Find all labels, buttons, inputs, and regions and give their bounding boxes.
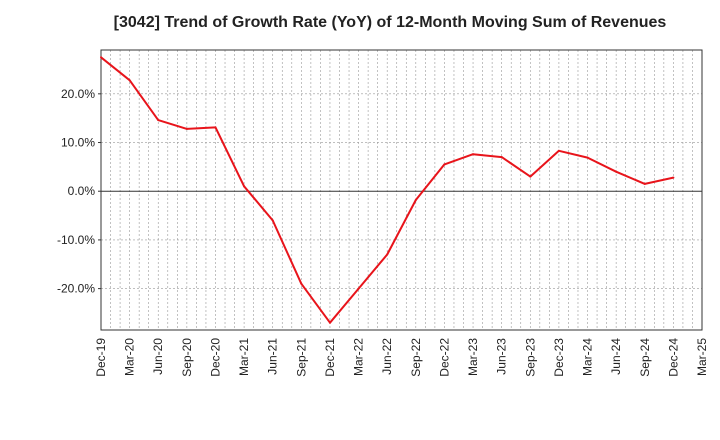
x-tick-label: Sep-20 <box>180 338 194 377</box>
x-tick-label: Jun-21 <box>266 338 280 375</box>
x-tick-label: Dec-21 <box>323 338 337 377</box>
y-tick-label: -10.0% <box>57 233 95 247</box>
y-tick-label: -20.0% <box>57 282 95 296</box>
data-point <box>386 253 389 256</box>
x-tick-label: Jun-24 <box>609 338 623 375</box>
y-tick-label: 0.0% <box>68 184 96 198</box>
data-point <box>414 198 417 201</box>
x-tick-label: Mar-24 <box>581 338 595 376</box>
plot-frame <box>100 49 703 331</box>
data-point <box>214 126 217 129</box>
data-point <box>128 79 131 82</box>
data-point <box>529 175 532 178</box>
data-point <box>557 149 560 152</box>
x-tick-label: Mar-22 <box>352 338 366 376</box>
data-point <box>500 156 503 159</box>
x-tick-label: Mar-25 <box>695 338 709 376</box>
data-point <box>615 170 618 173</box>
x-tick-label: Sep-24 <box>638 338 652 377</box>
data-point <box>586 156 589 159</box>
grid-lines <box>100 50 702 330</box>
x-tick-label: Sep-22 <box>409 338 423 377</box>
y-tick-label: 10.0% <box>61 136 95 150</box>
x-tick-label: Mar-23 <box>466 338 480 376</box>
x-tick-label: Jun-22 <box>380 338 394 375</box>
x-tick-label: Dec-20 <box>208 338 222 377</box>
x-tick-label: Dec-19 <box>94 338 108 377</box>
data-point <box>243 185 246 188</box>
series-layer <box>100 56 675 324</box>
x-tick-label: Dec-24 <box>666 338 680 377</box>
data-point <box>157 119 160 122</box>
data-point <box>472 153 475 156</box>
x-tick-label: Dec-23 <box>552 338 566 377</box>
x-tick-label: Dec-22 <box>437 338 451 377</box>
x-tick-label: Jun-23 <box>495 338 509 375</box>
data-point <box>672 176 675 179</box>
x-tick-label: Sep-21 <box>294 338 308 377</box>
data-point <box>357 287 360 290</box>
data-point <box>328 321 331 324</box>
axes <box>98 49 703 331</box>
data-point <box>185 127 188 130</box>
data-point <box>443 163 446 166</box>
chart-title: [3042] Trend of Growth Rate (YoY) of 12-… <box>113 14 667 31</box>
tick-labels: 20.0% 10.0% 0.0% -10.0% -20.0% Dec-19 Mar-20 Ju… <box>57 87 709 377</box>
x-tick-label: Jun-20 <box>151 338 165 375</box>
data-point <box>100 56 102 59</box>
y-tick-label: 20.0% <box>61 87 95 101</box>
x-tick-label: Mar-20 <box>123 338 137 376</box>
data-point <box>271 219 274 222</box>
data-point <box>300 282 303 285</box>
x-tick-label: Mar-21 <box>237 338 251 376</box>
data-point <box>643 182 646 185</box>
x-tick-label: Sep-23 <box>523 338 537 377</box>
